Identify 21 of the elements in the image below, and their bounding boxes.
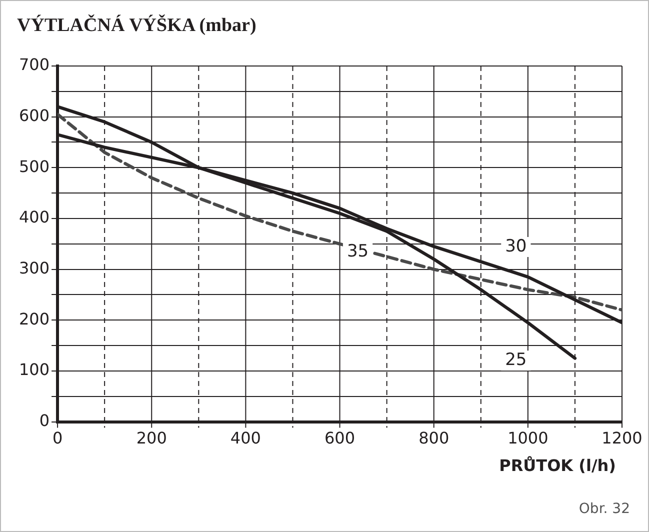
y-tick-label: 0 bbox=[39, 410, 50, 430]
series-label: 35 bbox=[346, 241, 369, 262]
x-tick-label: 1000 bbox=[508, 428, 548, 448]
chart-title: VÝTLAČNÁ VÝŠKA (mbar) bbox=[17, 15, 256, 37]
y-tick-label: 700 bbox=[18, 55, 50, 74]
y-tick-label: 600 bbox=[18, 106, 50, 125]
text: Obr. 32 bbox=[578, 501, 630, 517]
x-tick-label: 200 bbox=[136, 428, 167, 448]
x-tick-label: 800 bbox=[418, 428, 450, 448]
x-tick-label: 0 bbox=[52, 428, 63, 448]
y-tick-label: 100 bbox=[18, 360, 50, 380]
y-tick-label: 200 bbox=[18, 309, 50, 328]
y-tick-label: 500 bbox=[18, 156, 50, 176]
x-axis-title: PRŮTOK (l/h) bbox=[499, 456, 616, 475]
series-label: 25 bbox=[505, 350, 527, 370]
series-label: 30 bbox=[505, 236, 527, 256]
x-tick-label: 600 bbox=[324, 428, 356, 448]
y-tick-label: 400 bbox=[18, 208, 50, 227]
x-tick-label: 1200 bbox=[602, 428, 642, 448]
x-tick-label: 400 bbox=[230, 428, 261, 448]
y-tick-label: 300 bbox=[18, 258, 50, 278]
